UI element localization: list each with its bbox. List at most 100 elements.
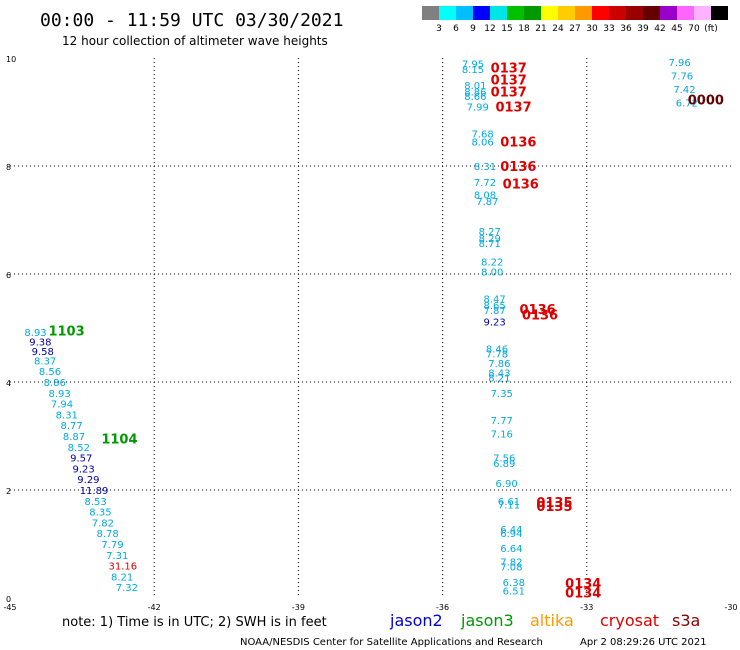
swh-value-label: 8.29 bbox=[479, 234, 501, 245]
colorbar-label: 9 bbox=[470, 24, 476, 34]
swh-value-label: 7.16 bbox=[491, 429, 513, 440]
colorbar-swatch bbox=[626, 6, 643, 20]
y-tick-label: 10 bbox=[6, 55, 16, 64]
swh-value-label: 7.86 bbox=[488, 359, 510, 370]
wave-height-colorbar: 3 6 9 12 15 18 21 24 27 30 33 36 39 42 45 70 (ft) bbox=[422, 6, 728, 34]
colorbar-swatch bbox=[660, 6, 677, 20]
swh-value-label: 31.16 bbox=[109, 562, 138, 573]
swh-value-label: 9.57 bbox=[70, 454, 92, 465]
footer-timestamp: Apr 2 08:29:26 UTC 2021 bbox=[580, 637, 707, 648]
swh-value-label: 8.93 bbox=[24, 328, 46, 339]
pass-number-label: 1103 bbox=[48, 325, 84, 340]
colorbar-swatch bbox=[439, 6, 456, 20]
swh-value-label: 7.96 bbox=[669, 58, 691, 69]
satellite-legend-jason3: jason3 bbox=[460, 611, 514, 630]
swh-value-label: 7.31 bbox=[106, 551, 128, 562]
swh-value-label: 7.56 bbox=[493, 454, 515, 465]
colorbar-label: 42 bbox=[654, 24, 665, 34]
x-tick-label: -36 bbox=[436, 603, 449, 612]
satellite-legend-altika: altika bbox=[530, 611, 574, 630]
colorbar-swatch bbox=[677, 6, 694, 20]
footer-credit: NOAA/NESDIS Center for Satellite Applica… bbox=[240, 637, 543, 648]
pass-number-label: 0136 bbox=[500, 136, 536, 151]
satellite-legend-jason2: jason2 bbox=[389, 611, 443, 630]
swh-value-label: 7.72 bbox=[474, 178, 496, 189]
y-tick-label: 0 bbox=[6, 595, 11, 604]
swh-value-label: 7.99 bbox=[467, 103, 489, 114]
colorbar-label: 33 bbox=[603, 24, 614, 34]
plot-subtitle: 12 hour collection of altimeter wave hei… bbox=[62, 34, 328, 48]
pass-number-labels: 1103110401370137013701370136013601360136… bbox=[48, 62, 723, 602]
pass-number-label: 0000 bbox=[688, 94, 724, 109]
pass-number-label: 0135 bbox=[536, 496, 572, 511]
swh-value-label: 7.94 bbox=[51, 400, 73, 411]
swh-value-label: 9.29 bbox=[77, 475, 99, 486]
x-tick-label: -33 bbox=[580, 603, 593, 612]
colorbar-label: 30 bbox=[586, 24, 598, 34]
colorbar-label: 12 bbox=[484, 24, 495, 34]
pass-number-label: 0134 bbox=[565, 587, 601, 602]
pass-number-label: 0136 bbox=[503, 177, 539, 192]
swh-value-label: 8.86 bbox=[464, 87, 486, 98]
colorbar-label: 3 bbox=[436, 24, 442, 34]
colorbar-swatch bbox=[507, 6, 524, 20]
y-tick-label: 2 bbox=[6, 487, 11, 496]
colorbar-label: 45 bbox=[671, 24, 682, 34]
x-tick-label: -39 bbox=[292, 603, 305, 612]
swh-value-label: 7.35 bbox=[491, 389, 513, 400]
colorbar-swatch bbox=[609, 6, 626, 20]
swh-value-label: 7.82 bbox=[500, 557, 522, 568]
swh-value-label: 8.77 bbox=[60, 421, 82, 432]
pass-number-label: 0137 bbox=[491, 74, 527, 89]
swh-value-label: 8.15 bbox=[462, 65, 484, 76]
swh-value-label: 9.23 bbox=[483, 318, 505, 329]
swh-value-label: 6.90 bbox=[495, 479, 517, 490]
x-tick-label: -42 bbox=[148, 603, 161, 612]
colorbar-swatch bbox=[456, 6, 473, 20]
swh-value-label: 7.32 bbox=[116, 583, 138, 594]
pass-number-label: 0137 bbox=[495, 101, 531, 116]
pass-number-label: 0136 bbox=[522, 309, 558, 324]
swh-value-label: 6.51 bbox=[503, 586, 525, 597]
swh-value-label: 7.68 bbox=[471, 130, 493, 141]
pass-number-label: 0135 bbox=[536, 500, 572, 515]
colorbar-label: 36 bbox=[620, 24, 632, 34]
satellite-legend: jason2 jason3 altika cryosat s3a bbox=[389, 611, 700, 630]
swh-value-label: 7.76 bbox=[671, 71, 693, 82]
y-tick-label: 8 bbox=[6, 163, 11, 172]
plot-grid bbox=[10, 58, 731, 598]
colorbar-swatch bbox=[643, 6, 660, 20]
colorbar-swatch bbox=[694, 6, 711, 20]
swh-value-label: 8.21 bbox=[488, 374, 510, 385]
swh-value-label: 8.43 bbox=[488, 368, 510, 379]
colorbar-label: 21 bbox=[535, 24, 546, 34]
swh-value-label: 6.89 bbox=[493, 459, 515, 470]
swh-value-label: 8.00 bbox=[481, 267, 503, 278]
swh-value-label: 6.94 bbox=[500, 529, 522, 540]
swh-value-label: 8.27 bbox=[479, 227, 501, 238]
swh-value-label: 7.82 bbox=[92, 518, 114, 529]
y-axis-tick-labels: 0 2 4 6 8 10 bbox=[6, 55, 16, 604]
swh-value-label: 8.22 bbox=[481, 258, 503, 269]
swh-value-label: 9.23 bbox=[72, 464, 94, 475]
colorbar-swatch bbox=[711, 6, 728, 20]
x-tick-label: -30 bbox=[724, 603, 737, 612]
swh-value-label: 8.31 bbox=[56, 410, 78, 421]
swh-value-label: 9.58 bbox=[32, 347, 54, 358]
colorbar-label: (ft) bbox=[704, 24, 718, 34]
y-tick-label: 6 bbox=[6, 271, 11, 280]
swh-value-label: 8.86 bbox=[44, 378, 66, 389]
colorbar-label: 24 bbox=[552, 24, 564, 34]
pass-number-label: 0134 bbox=[565, 577, 601, 592]
swh-value-label: 6.64 bbox=[500, 544, 522, 555]
swh-value-label: 8.31 bbox=[474, 162, 496, 173]
swh-value-label: 7.79 bbox=[101, 540, 123, 551]
swh-data-labels: 8.939.389.588.378.568.868.937.948.318.77… bbox=[24, 58, 698, 598]
colorbar-swatch bbox=[490, 6, 507, 20]
swh-value-label: 7.42 bbox=[673, 85, 695, 96]
swh-value-label: 8.66 bbox=[464, 92, 486, 103]
swh-value-label: 8.52 bbox=[68, 443, 90, 454]
swh-value-label: 6.38 bbox=[503, 578, 525, 589]
swh-value-label: 7.95 bbox=[462, 59, 484, 70]
